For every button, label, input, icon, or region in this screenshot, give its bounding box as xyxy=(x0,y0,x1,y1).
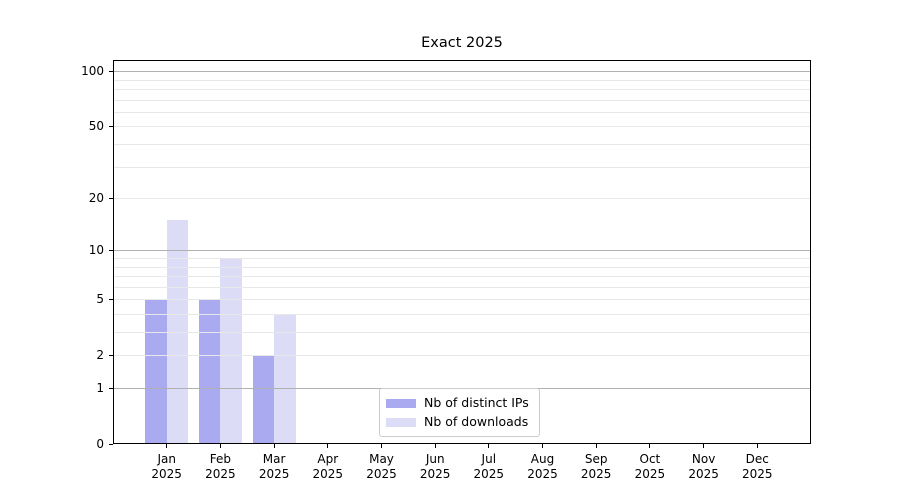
y-tick-label-10: 10 xyxy=(88,242,104,257)
x-tick-label-line: May xyxy=(369,452,394,466)
y-tickmark-0 xyxy=(109,444,113,445)
gridline-minor-80 xyxy=(113,89,811,90)
x-tick-label-jul-2025: Jul 2025 xyxy=(446,452,532,482)
bar-nb-of-distinct-ips-feb-2025 xyxy=(198,299,221,444)
y-tick-label-0: 0 xyxy=(96,436,104,451)
x-tickmark-apr-2025 xyxy=(327,444,329,448)
x-tick-label-line: Mar xyxy=(262,452,286,466)
x-tick-label-line: 2025 xyxy=(634,467,666,481)
y-tick-label-20: 20 xyxy=(88,190,104,205)
x-tick-label-dec-2025: Dec 2025 xyxy=(714,452,800,482)
x-tick-label-line: 2025 xyxy=(688,467,719,481)
bar-nb-of-downloads-mar-2025 xyxy=(274,314,296,444)
x-tick-label-line: Apr xyxy=(317,452,339,466)
y-tick-label-5: 5 xyxy=(96,291,104,306)
legend-item-nb-of-downloads: Nb of downloads xyxy=(386,415,529,429)
gridline-minor-40 xyxy=(113,144,811,145)
x-tick-label-oct-2025: Oct 2025 xyxy=(607,452,693,482)
x-tickmark-jun-2025 xyxy=(434,444,436,448)
gridline-minor-2 xyxy=(113,355,811,357)
y-tick-label-50: 50 xyxy=(88,118,104,133)
x-tickmark-aug-2025 xyxy=(542,444,543,448)
bar-nb-of-distinct-ips-jan-2025 xyxy=(145,299,167,444)
x-tick-label-line: Oct xyxy=(639,452,661,466)
gridline-minor-60 xyxy=(113,111,811,113)
gridline-minor-5 xyxy=(113,299,811,301)
x-tickmark-jan-2025 xyxy=(166,444,168,448)
x-tick-label-line: Sep xyxy=(584,452,608,466)
gridline-minor-7 xyxy=(113,276,811,277)
gridline-minor-9 xyxy=(113,258,811,259)
gridline-minor-70 xyxy=(113,99,811,101)
legend-swatch-nb-of-downloads xyxy=(386,417,416,427)
x-tick-label-line: 2025 xyxy=(258,467,290,481)
x-tick-label-line: Jun xyxy=(425,452,445,466)
x-tick-label-jun-2025: Jun 2025 xyxy=(392,452,478,482)
y-tick-label-100: 100 xyxy=(81,63,104,78)
x-tick-label-line: Nov xyxy=(691,452,716,466)
x-tickmark-sep-2025 xyxy=(595,444,597,448)
y-tickmark-5 xyxy=(109,299,113,301)
x-tickmark-oct-2025 xyxy=(649,444,651,448)
y-tickmark-10 xyxy=(109,250,113,252)
legend-swatch-nb-of-distinct-ips xyxy=(386,398,416,408)
y-tick-label-2: 2 xyxy=(96,347,104,362)
chart-title: Exact 2025 xyxy=(421,35,503,51)
gridline-minor-30 xyxy=(113,166,811,168)
x-tickmark-feb-2025 xyxy=(219,444,221,448)
x-tick-label-line: 2025 xyxy=(473,467,505,481)
x-tick-label-apr-2025: Apr 2025 xyxy=(285,452,371,482)
x-tick-label-sep-2025: Sep 2025 xyxy=(553,452,639,482)
x-tick-label-nov-2025: Nov 2025 xyxy=(661,452,747,482)
x-tick-label-line: 2025 xyxy=(312,467,344,481)
gridline-major-100 xyxy=(113,71,811,73)
legend-item-nb-of-distinct-ips: Nb of distinct IPs xyxy=(386,396,529,410)
gridline-minor-90 xyxy=(113,79,811,81)
x-tick-label-line: 2025 xyxy=(742,467,773,481)
legend: Nb of distinct IPs Nb of downloads xyxy=(379,388,540,437)
x-tick-label-line: 2025 xyxy=(366,467,397,481)
x-tickmark-jul-2025 xyxy=(488,444,490,448)
y-tickmark-1 xyxy=(109,388,113,389)
x-tick-label-may-2025: May 2025 xyxy=(339,452,425,482)
gridline-major-10 xyxy=(113,250,811,252)
gridline-minor-3 xyxy=(113,332,811,333)
x-tickmark-may-2025 xyxy=(381,444,382,448)
bar-nb-of-distinct-ips-mar-2025 xyxy=(252,355,275,444)
y-tickmark-50 xyxy=(109,126,113,128)
x-tick-label-line: Dec xyxy=(745,452,769,466)
x-tick-label-jan-2025: Jan 2025 xyxy=(124,452,210,482)
y-tickmark-100 xyxy=(109,71,113,73)
x-tickmark-mar-2025 xyxy=(273,444,275,448)
legend-label-nb-of-downloads: Nb of downloads xyxy=(424,414,529,429)
gridline-minor-6 xyxy=(113,286,811,288)
y-tickmark-20 xyxy=(109,198,113,200)
gridline-minor-50 xyxy=(113,126,811,128)
x-tick-label-line: 2025 xyxy=(205,467,236,481)
x-tick-label-line: 2025 xyxy=(419,467,451,481)
x-tick-label-line: Feb xyxy=(209,452,232,466)
y-tickmark-2 xyxy=(109,355,113,357)
grid-layer xyxy=(113,60,811,444)
x-tick-label-line: Jul xyxy=(481,452,497,466)
bar-nb-of-downloads-feb-2025 xyxy=(220,258,242,444)
x-tickmark-dec-2025 xyxy=(756,444,758,448)
x-tick-label-line: 2025 xyxy=(151,467,182,481)
gridline-minor-20 xyxy=(113,198,811,200)
x-tick-label-line: 2025 xyxy=(527,467,558,481)
x-tick-label-line: 2025 xyxy=(580,467,612,481)
x-tick-label-line: Jan xyxy=(157,452,176,466)
y-tick-label-1: 1 xyxy=(96,380,104,395)
x-tick-label-mar-2025: Mar 2025 xyxy=(231,452,317,482)
x-tick-label-line: Aug xyxy=(530,452,555,466)
x-tick-label-aug-2025: Aug 2025 xyxy=(500,452,586,482)
legend-label-nb-of-distinct-ips: Nb of distinct IPs xyxy=(424,395,529,410)
x-tick-label-feb-2025: Feb 2025 xyxy=(177,452,263,482)
gridline-minor-8 xyxy=(113,266,811,268)
x-tickmark-nov-2025 xyxy=(703,444,705,448)
gridline-minor-4 xyxy=(113,314,811,315)
